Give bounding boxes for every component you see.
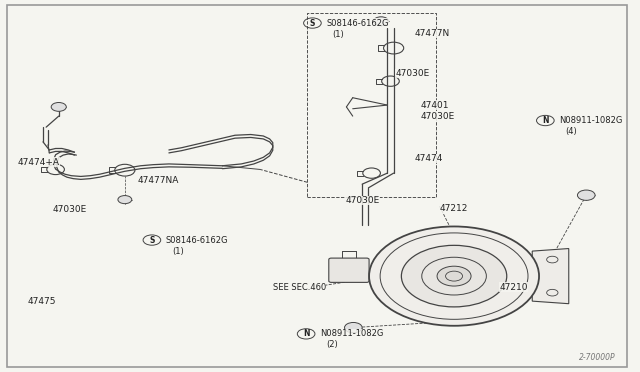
Circle shape (369, 227, 539, 326)
Text: (4): (4) (566, 127, 577, 136)
Text: S08146-6162G: S08146-6162G (166, 235, 228, 244)
Circle shape (51, 103, 67, 111)
Text: 47477N: 47477N (415, 29, 450, 38)
Text: (1): (1) (333, 30, 344, 39)
Circle shape (344, 323, 362, 333)
Text: S: S (149, 235, 155, 244)
Circle shape (401, 245, 507, 307)
Text: SEE SEC.460: SEE SEC.460 (273, 283, 326, 292)
Text: S08146-6162G: S08146-6162G (326, 19, 388, 28)
Circle shape (374, 17, 388, 26)
Text: N: N (303, 329, 309, 339)
Circle shape (577, 190, 595, 201)
Text: 2-70000P: 2-70000P (579, 353, 616, 362)
Text: 47401: 47401 (420, 100, 449, 110)
Text: N: N (542, 116, 548, 125)
Text: 47030E: 47030E (52, 205, 86, 214)
Text: (2): (2) (326, 340, 338, 349)
Circle shape (118, 196, 132, 203)
Polygon shape (532, 248, 569, 304)
Text: 47210: 47210 (499, 283, 528, 292)
Text: 47212: 47212 (440, 203, 468, 212)
FancyBboxPatch shape (329, 258, 369, 282)
Text: 47474+A: 47474+A (18, 158, 60, 167)
Text: 47475: 47475 (28, 297, 56, 307)
Text: (1): (1) (172, 247, 184, 256)
Text: N08911-1082G: N08911-1082G (559, 116, 623, 125)
Text: S: S (310, 19, 315, 28)
Text: 47030E: 47030E (420, 112, 455, 121)
Circle shape (437, 266, 471, 286)
Text: 47474: 47474 (415, 154, 443, 163)
Text: 47030E: 47030E (396, 69, 430, 78)
Text: 47030E: 47030E (345, 196, 380, 205)
Text: N08911-1082G: N08911-1082G (320, 329, 383, 339)
Text: 47477NA: 47477NA (138, 176, 179, 185)
